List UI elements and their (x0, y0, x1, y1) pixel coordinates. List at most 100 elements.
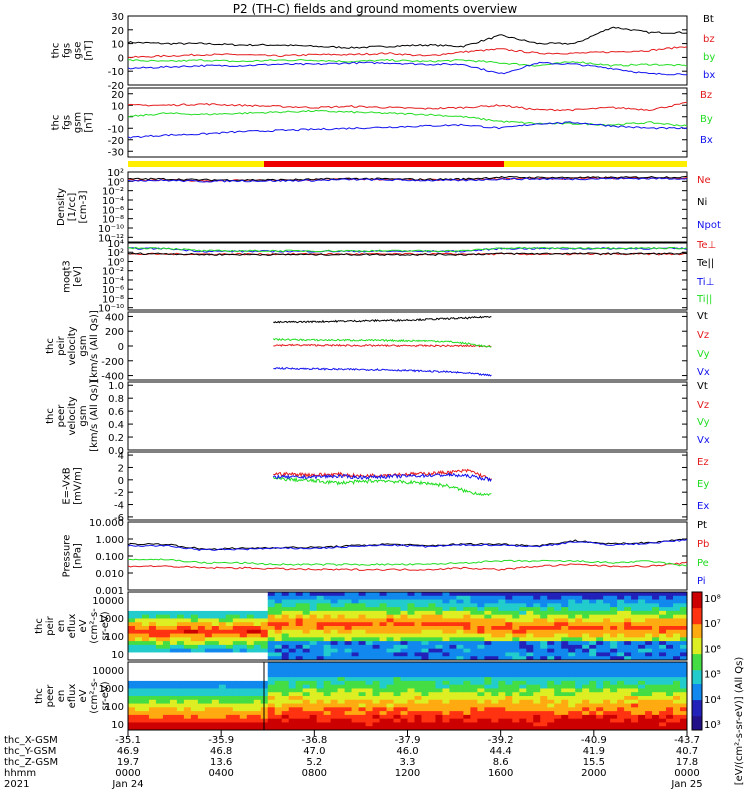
spectrogram-cell (568, 592, 576, 597)
spectrogram-cell (351, 726, 360, 731)
spectrogram-cell (260, 637, 269, 642)
spectrogram-cell (190, 718, 199, 723)
spectrogram-cell (128, 618, 136, 623)
legend-label: Vz (697, 400, 709, 411)
spectrogram-cell (232, 665, 241, 671)
panel-peer_velocity: thcpeervelocitygsm[km/s (All Qs)] (45, 380, 688, 452)
spectrogram-cell (463, 595, 471, 601)
spectrogram-cell (449, 614, 457, 619)
spectrogram-cell (372, 662, 381, 667)
spectrogram-cell (582, 614, 590, 619)
spectrogram-cell (386, 633, 395, 638)
spectrogram-cell (547, 592, 555, 597)
spectrogram-cell (162, 669, 171, 674)
colorbar-segment (692, 601, 702, 604)
spectrogram-cell (680, 614, 688, 619)
spectrogram-cell (351, 595, 360, 601)
spectrogram-cell (421, 726, 429, 731)
spectrogram-cell (547, 641, 555, 646)
spectrogram-cell (533, 626, 541, 631)
spectrogram-cell (344, 699, 353, 705)
spectrogram-cell (183, 610, 192, 616)
spectrogram-cell (281, 726, 290, 731)
spectrogram-cell (246, 626, 255, 631)
spectrogram-cell (218, 592, 227, 597)
spectrogram-cell (400, 622, 408, 627)
spectrogram-cell (372, 703, 381, 708)
spectrogram-cell (330, 696, 339, 701)
spectrogram-cell (624, 692, 632, 697)
colorbar-segment (692, 695, 702, 699)
spectrogram-cell (246, 688, 255, 693)
spectrogram-cell (176, 684, 185, 689)
spectrogram-cell (638, 718, 646, 723)
spectrogram-cell (211, 648, 220, 653)
spectrogram-cell (141, 673, 150, 678)
spectrogram-cell (211, 718, 220, 723)
spectrogram-cell (498, 673, 506, 678)
spectrogram-cell (197, 703, 206, 708)
spectrogram-cell (141, 722, 150, 727)
spectrogram-cell (176, 677, 185, 682)
spectrogram-cell (449, 677, 457, 682)
spectrogram-cell (561, 626, 569, 631)
spectrogram-cell (484, 595, 492, 601)
spectrogram-cell (659, 607, 667, 612)
spectrogram-cell (141, 684, 150, 689)
spectrogram-cell (624, 688, 632, 693)
spectrogram-cell (547, 714, 555, 720)
spectrogram-cell (162, 652, 171, 657)
spectrogram-cell (652, 618, 660, 623)
spectrogram-cell (141, 669, 150, 674)
spectrogram-cell (225, 633, 234, 638)
spectrogram-cell (316, 618, 325, 623)
spectrogram-cell (211, 622, 220, 627)
spectrogram-cell (155, 662, 164, 667)
spectrogram-cell (407, 637, 415, 642)
spectrogram-cell (582, 688, 590, 693)
spectrogram-cell (589, 592, 597, 597)
spectrogram-cell (498, 626, 506, 631)
spectrogram-cell (652, 629, 660, 635)
spectrogram-cell (128, 595, 136, 601)
colorbar-segment (692, 654, 702, 657)
spectrogram-cell (148, 610, 157, 616)
spectrogram-cell (274, 626, 283, 631)
spectrogram-cell (232, 595, 241, 601)
spectrogram-cell (428, 595, 436, 601)
spectrogram-cell (337, 703, 346, 708)
spectrogram-cell (449, 718, 457, 723)
spectrogram-cell (183, 622, 192, 627)
spectrogram-cell (519, 637, 527, 642)
spectrogram-cell (274, 629, 283, 635)
spectrogram-cell (575, 641, 583, 646)
spectrogram-cell (666, 652, 674, 657)
spectrogram-cell (526, 603, 534, 608)
spectrogram-cell (169, 610, 178, 616)
spectrogram-cell (176, 648, 185, 653)
spectrogram-cell (393, 610, 402, 616)
panel-pressure: Pressure[nPa] (62, 521, 688, 591)
spectrogram-cell (624, 665, 632, 671)
spectrogram-cell (239, 707, 248, 712)
spectrogram-cell (603, 622, 611, 627)
spectrogram-cell (659, 677, 667, 682)
spectrogram-cell (358, 610, 367, 616)
spectrogram-cell (358, 592, 367, 597)
y-tick-label: 10⁰ (107, 257, 124, 268)
spectrogram-cell (309, 662, 318, 667)
spectrogram-cell (407, 595, 415, 601)
spectrogram-cell (610, 648, 618, 653)
y-tick-label: 10⁻² (102, 267, 124, 278)
legend-label: Pi (697, 576, 706, 587)
spectrogram-cell (155, 711, 164, 716)
spectrogram-cell (393, 641, 402, 646)
colorbar-segment (692, 718, 702, 722)
spectrogram-cell (141, 688, 150, 693)
spectrogram-cell (169, 707, 178, 712)
spectrogram-cell (547, 722, 555, 727)
spectrogram-cell (470, 688, 478, 693)
spectrogram-cell (673, 629, 681, 635)
spectrogram-cell (141, 703, 150, 708)
series-line-ey (272, 476, 492, 497)
